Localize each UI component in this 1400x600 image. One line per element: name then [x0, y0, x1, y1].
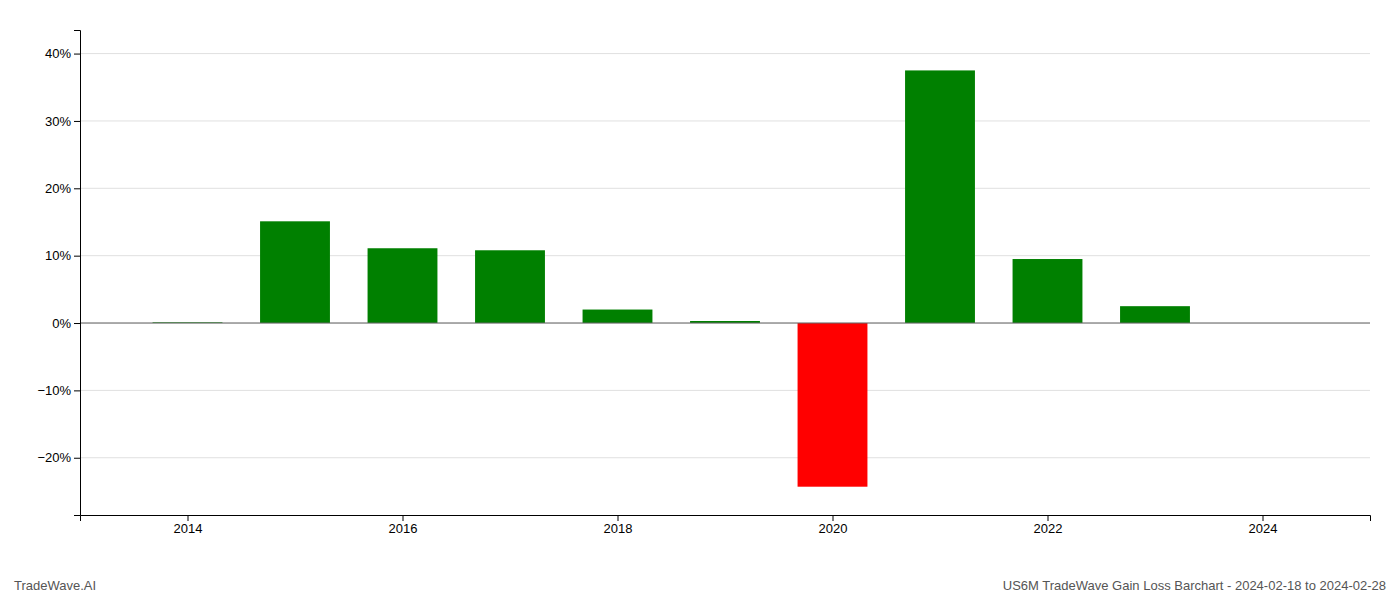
- tick: 40%: [45, 46, 80, 61]
- tick: 2018: [604, 515, 633, 536]
- tick-mark: [74, 188, 80, 189]
- tick-mark: [74, 390, 80, 391]
- title: US6M TradeWave Gain Loss Barchart - 2024…: [1003, 578, 1386, 593]
- tick-mark: [74, 323, 80, 324]
- tick: 20%: [45, 181, 80, 196]
- tick-label: −20%: [37, 450, 71, 465]
- tick-mark: [1048, 515, 1049, 521]
- bar: [1013, 259, 1083, 323]
- tick: 2024: [1249, 515, 1278, 536]
- bar: [368, 248, 438, 323]
- annotation: TradeWave.AI: [14, 578, 96, 593]
- grid-line: [80, 53, 1370, 54]
- tick-mark: [74, 256, 80, 257]
- bar: [798, 323, 868, 487]
- bar: [583, 310, 653, 323]
- grid-line: [80, 457, 1370, 458]
- tick-label: 2024: [1249, 521, 1278, 536]
- tick-label: 0%: [52, 316, 71, 331]
- tick-mark: [188, 515, 189, 521]
- zero-line: [80, 323, 1370, 324]
- axis-line: [74, 31, 81, 516]
- tick-mark: [1263, 515, 1264, 521]
- tick-mark: [74, 121, 80, 122]
- chart: −20%−10%0%10%20%30%40%201420162018202020…: [0, 0, 1400, 600]
- y-axis: −20% −10% 0% 10% 20% 30% 40%: [37, 31, 80, 516]
- tick-label: 10%: [45, 248, 71, 263]
- tick: 2022: [1034, 515, 1063, 536]
- tick-mark: [74, 458, 80, 459]
- plot-area: [80, 70, 1370, 486]
- tick-label: 40%: [45, 46, 71, 61]
- bar: [475, 250, 545, 323]
- tick-label: 30%: [45, 114, 71, 129]
- tick-mark: [74, 54, 80, 55]
- tick: 10%: [45, 248, 80, 263]
- tick-label: 2022: [1034, 521, 1063, 536]
- tick-label: 20%: [45, 181, 71, 196]
- grid-line: [80, 323, 1370, 324]
- tick-label: 2020: [819, 521, 848, 536]
- axis-line: [81, 516, 1371, 522]
- tick: 2020: [819, 515, 848, 536]
- bar: [1120, 306, 1190, 323]
- tick: 30%: [45, 114, 80, 129]
- grid-line: [80, 390, 1370, 391]
- x-axis: 2014 2016 2018 2020 2022 2024: [81, 515, 1371, 536]
- tick: −10%: [37, 383, 80, 398]
- tick-label: 2014: [174, 521, 203, 536]
- grid: [80, 54, 1370, 458]
- tick: 2016: [389, 515, 418, 536]
- tick: 2014: [174, 515, 203, 536]
- grid-line: [80, 120, 1370, 121]
- grid-line: [80, 188, 1370, 189]
- bar: [905, 70, 975, 323]
- tick: 0%: [52, 316, 80, 331]
- tick-label: 2018: [604, 521, 633, 536]
- tick-mark: [618, 515, 619, 521]
- tick: −20%: [37, 450, 80, 465]
- bar: [260, 221, 330, 323]
- tick-mark: [403, 515, 404, 521]
- tick-label: −10%: [37, 383, 71, 398]
- tick-label: 2016: [389, 521, 418, 536]
- tick-mark: [833, 515, 834, 521]
